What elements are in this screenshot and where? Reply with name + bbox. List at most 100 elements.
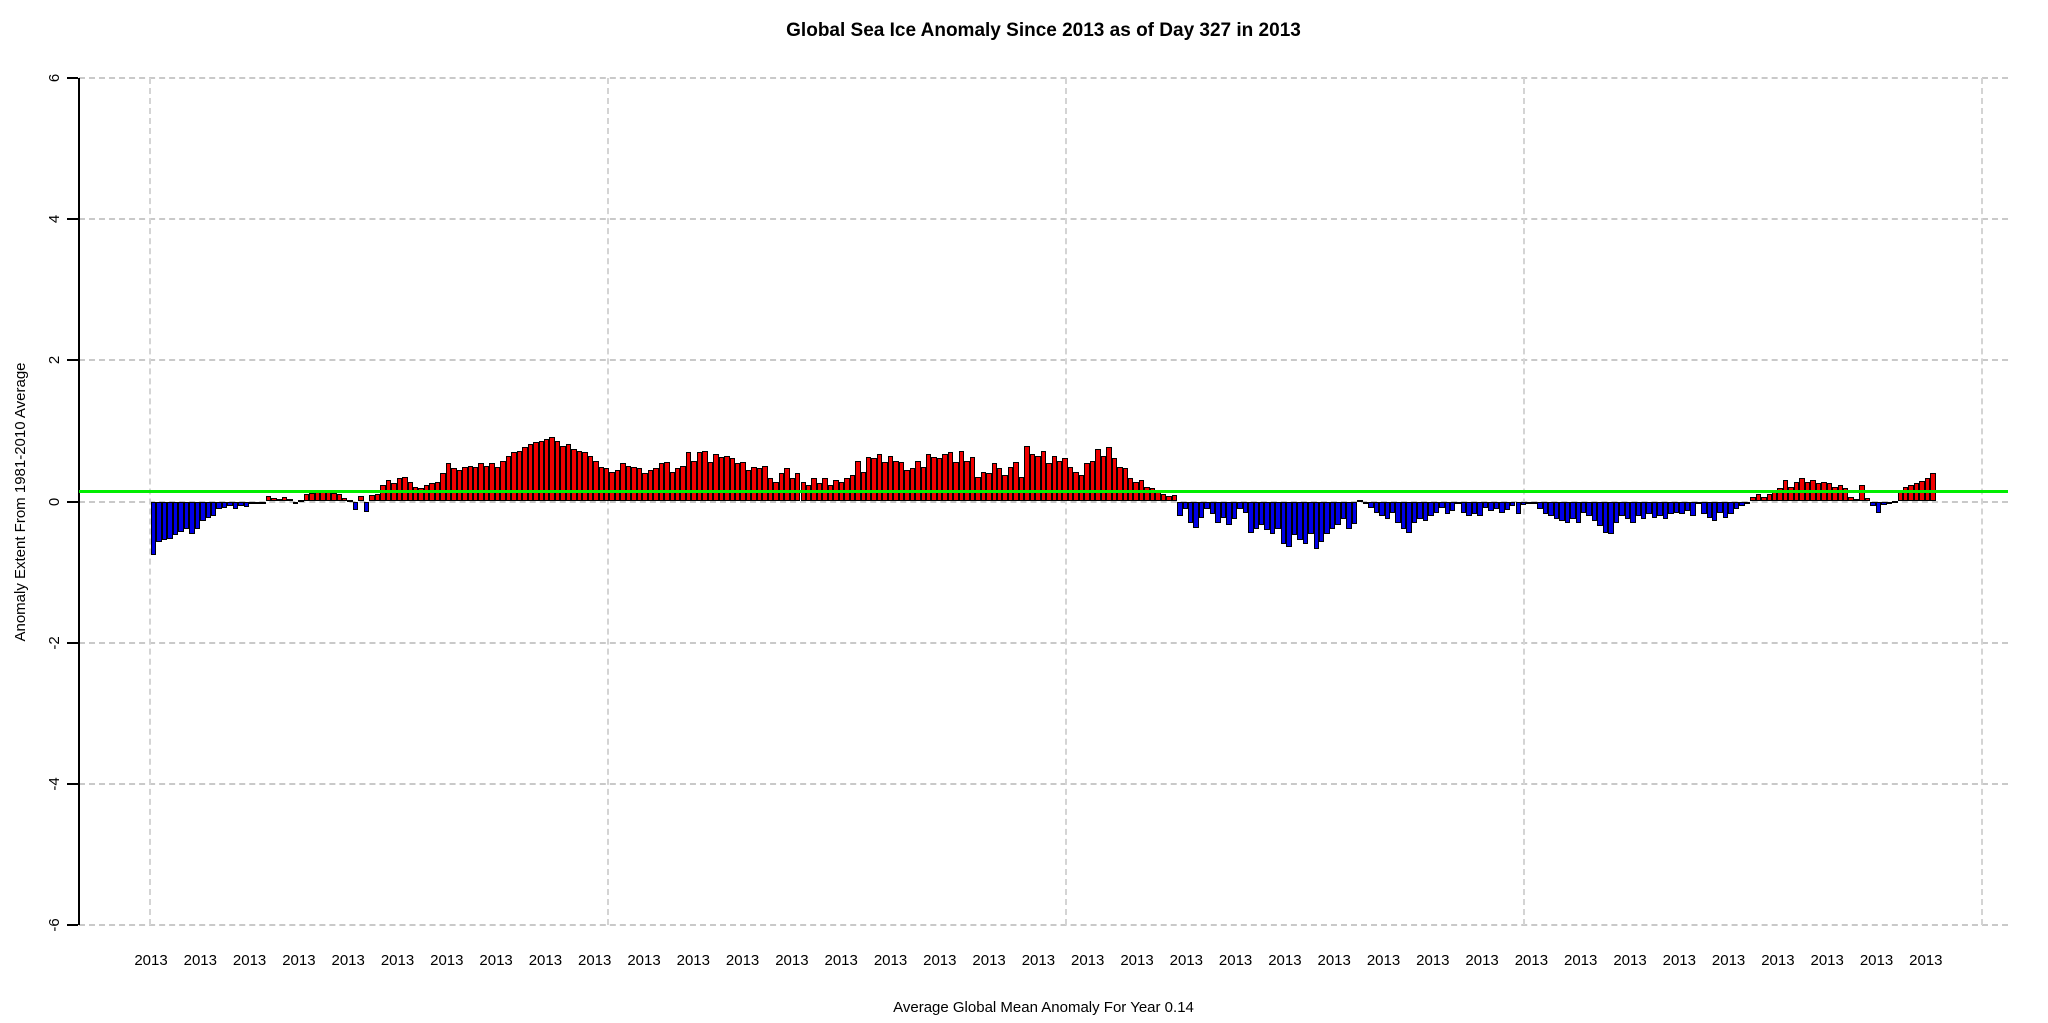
anomaly-bar-negative bbox=[1406, 501, 1412, 533]
anomaly-bar-negative bbox=[1630, 501, 1636, 523]
anomaly-bar-positive bbox=[664, 461, 670, 502]
x-tick-label: 2013 bbox=[1564, 952, 1598, 969]
anomaly-bar-negative bbox=[1739, 501, 1745, 507]
anomaly-bar-positive bbox=[1013, 461, 1019, 502]
anomaly-bar-negative bbox=[1510, 501, 1516, 507]
anomaly-bar-negative bbox=[1635, 501, 1642, 516]
anomaly-bar-positive bbox=[904, 470, 910, 502]
x-tick-label: 2013 bbox=[775, 952, 809, 969]
anomaly-bar-positive bbox=[483, 465, 490, 502]
anomaly-bar-negative bbox=[1684, 501, 1691, 511]
anomaly-bar-negative bbox=[178, 501, 184, 532]
anomaly-bar-positive bbox=[402, 476, 408, 502]
y-tickmark bbox=[67, 500, 78, 503]
anomaly-bar-negative bbox=[1417, 501, 1423, 520]
anomaly-bar-negative bbox=[1297, 501, 1303, 541]
anomaly-bar-negative bbox=[1499, 501, 1505, 513]
anomaly-bar-negative bbox=[1870, 501, 1876, 507]
anomaly-bar-negative bbox=[1515, 501, 1521, 515]
y-tick-label: -6 bbox=[46, 918, 63, 932]
anomaly-bar-positive bbox=[887, 455, 894, 502]
anomaly-bar-positive bbox=[1766, 494, 1773, 502]
anomaly-bar-positive bbox=[467, 465, 474, 502]
x-tick-label: 2013 bbox=[578, 952, 612, 969]
anomaly-bar-positive bbox=[320, 489, 326, 502]
anomaly-bar-positive bbox=[740, 461, 746, 502]
anomaly-bar-negative bbox=[1444, 501, 1450, 515]
anomaly-bar-positive bbox=[784, 468, 790, 502]
anomaly-bar-positive bbox=[1864, 497, 1871, 502]
anomaly-bar-negative bbox=[1450, 501, 1456, 512]
anomaly-bar-positive bbox=[1117, 466, 1123, 502]
x-tick-label: 2013 bbox=[725, 952, 760, 969]
anomaly-bar-positive bbox=[871, 458, 877, 502]
anomaly-bar-positive bbox=[276, 499, 282, 502]
anomaly-bar-positive bbox=[942, 453, 948, 502]
anomaly-bar-negative bbox=[151, 501, 157, 556]
anomaly-bar-negative bbox=[1706, 501, 1712, 518]
x-tick-label: 2013 bbox=[232, 952, 267, 969]
anomaly-bar-positive bbox=[516, 450, 523, 502]
anomaly-bar-positive bbox=[582, 452, 588, 502]
anomaly-bar-positive bbox=[478, 463, 484, 502]
anomaly-bar-negative bbox=[1624, 501, 1631, 520]
anomaly-bar-positive bbox=[958, 450, 965, 502]
anomaly-bar-positive bbox=[936, 458, 943, 502]
anomaly-bar-positive bbox=[767, 478, 774, 502]
anomaly-bar-positive bbox=[991, 463, 997, 502]
anomaly-bar-positive bbox=[511, 452, 517, 502]
x-tick-label: 2013 bbox=[1810, 952, 1844, 969]
x-gridline bbox=[607, 78, 609, 925]
anomaly-bar-negative bbox=[205, 501, 212, 519]
anomaly-bar-positive bbox=[1111, 458, 1118, 502]
anomaly-bar-negative bbox=[1220, 501, 1227, 518]
anomaly-bar-positive bbox=[789, 478, 796, 502]
anomaly-bar-positive bbox=[1057, 460, 1063, 502]
anomaly-bar-negative bbox=[1269, 501, 1276, 534]
y-gridline bbox=[79, 641, 2008, 644]
anomaly-bar-positive bbox=[412, 486, 419, 502]
anomaly-bar-positive bbox=[533, 442, 539, 502]
anomaly-bar-negative bbox=[1744, 501, 1751, 505]
anomaly-bar-negative bbox=[1351, 501, 1358, 525]
anomaly-bar-positive bbox=[1095, 448, 1101, 502]
anomaly-bar-positive bbox=[1848, 496, 1854, 502]
x-tick-label: 2013 bbox=[1416, 952, 1450, 969]
anomaly-bar-positive bbox=[1160, 494, 1167, 502]
x-tick-label: 2013 bbox=[1218, 952, 1253, 969]
anomaly-bar-positive bbox=[980, 471, 987, 502]
anomaly-bar-negative bbox=[1471, 501, 1478, 515]
anomaly-bar-negative bbox=[1209, 501, 1216, 515]
anomaly-bar-negative bbox=[1673, 501, 1680, 513]
anomaly-bar-positive bbox=[876, 453, 883, 502]
anomaly-bar-negative bbox=[216, 501, 222, 510]
anomaly-bar-negative bbox=[1198, 501, 1205, 518]
anomaly-bar-positive bbox=[440, 473, 446, 502]
anomaly-bar-negative bbox=[1460, 501, 1467, 513]
anomaly-bar-positive bbox=[522, 447, 528, 502]
anomaly-bar-positive bbox=[462, 466, 468, 502]
anomaly-bar-negative bbox=[1488, 501, 1494, 512]
anomaly-bar-positive bbox=[1924, 478, 1931, 502]
anomaly-bar-negative bbox=[1608, 501, 1614, 534]
chart-title: Global Sea Ice Anomaly Since 2013 as of … bbox=[786, 20, 1301, 41]
anomaly-bar-negative bbox=[1204, 501, 1210, 510]
anomaly-bar-positive bbox=[1166, 495, 1172, 502]
anomaly-bar-negative bbox=[1439, 501, 1445, 508]
anomaly-bar-positive bbox=[996, 468, 1003, 502]
anomaly-bar-negative bbox=[1242, 501, 1249, 513]
anomaly-bar-negative bbox=[243, 501, 250, 508]
y-tickmark bbox=[67, 77, 78, 80]
anomaly-bar-positive bbox=[855, 460, 861, 502]
anomaly-bar-positive bbox=[882, 461, 888, 502]
anomaly-bar-positive bbox=[1100, 455, 1107, 502]
anomaly-bar-positive bbox=[696, 452, 703, 502]
anomaly-bar-negative bbox=[1553, 501, 1560, 520]
anomaly-bar-positive bbox=[576, 450, 583, 502]
anomaly-bar-negative bbox=[1875, 501, 1882, 513]
x-tick-label: 2013 bbox=[923, 952, 957, 969]
anomaly-bar-positive bbox=[658, 463, 665, 502]
x-tick-label: 2013 bbox=[134, 952, 168, 969]
anomaly-bar-negative bbox=[1319, 501, 1325, 542]
y-gridline bbox=[79, 359, 2008, 362]
